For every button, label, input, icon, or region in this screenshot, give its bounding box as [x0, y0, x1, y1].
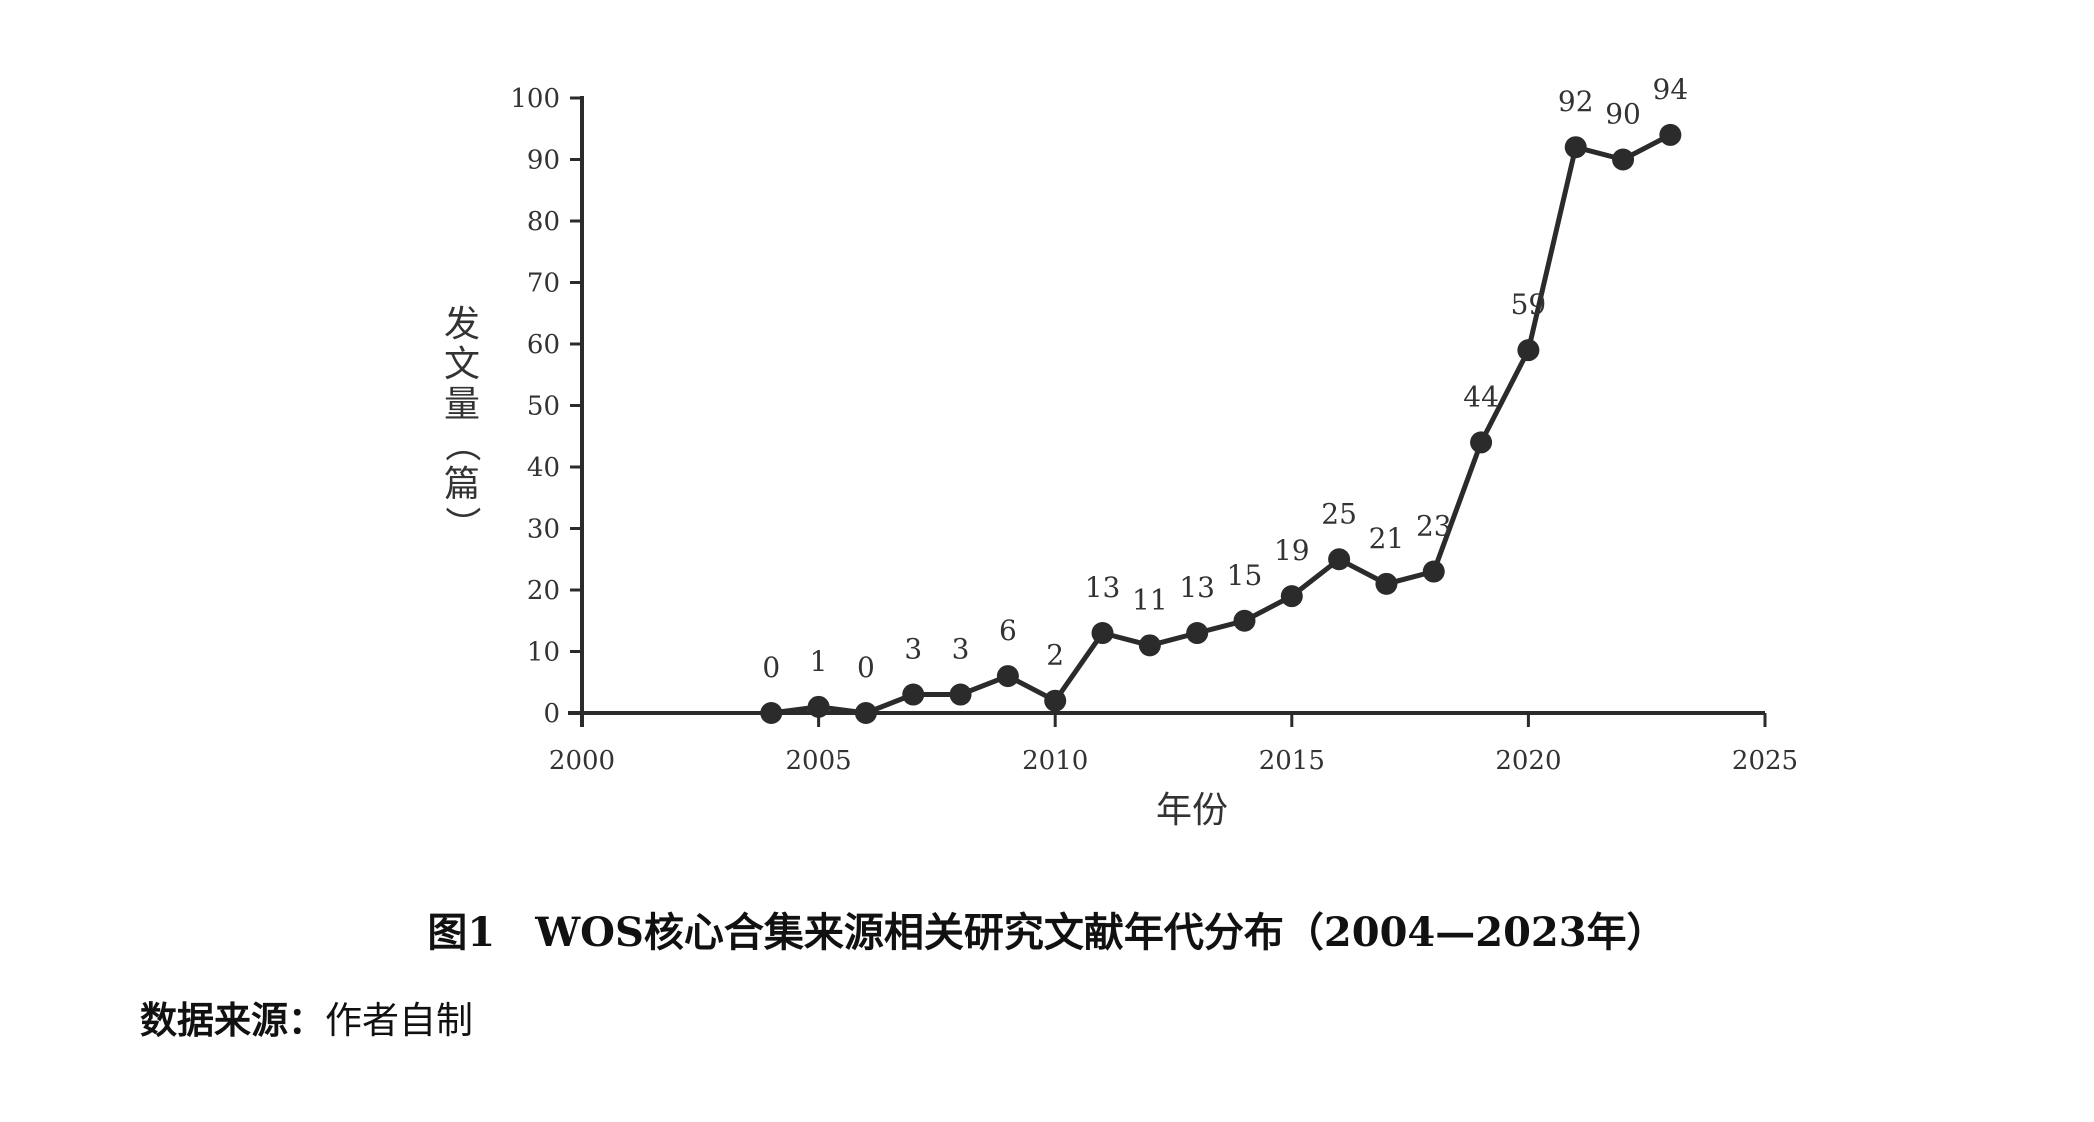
data-point [1612, 148, 1635, 171]
data-label: 25 [1321, 497, 1357, 530]
y-tick-label: 80 [527, 207, 560, 237]
data-point [1470, 431, 1493, 454]
y-axis-title-char: 文 [444, 344, 480, 385]
data-label: 2 [1046, 639, 1064, 672]
data-point [854, 702, 877, 724]
x-tick-label: 2020 [1495, 746, 1561, 776]
data-source-note: 数据来源：作者自制 [140, 990, 473, 1044]
y-tick-label: 10 [527, 638, 560, 668]
data-label: 6 [999, 614, 1017, 647]
data-point [1138, 634, 1161, 657]
source-label: 数据来源： [140, 999, 325, 1042]
data-label: 15 [1227, 559, 1263, 592]
x-axis-title: 年份 [1156, 790, 1228, 831]
data-label: 23 [1416, 510, 1452, 543]
y-tick-label: 0 [543, 699, 560, 729]
data-label: 3 [952, 633, 970, 666]
data-point [996, 665, 1019, 688]
data-point [1280, 585, 1303, 608]
y-axis-title-char: 量 [444, 384, 480, 425]
data-point [1044, 689, 1067, 712]
y-tick-label: 50 [527, 392, 560, 422]
y-tick-label: 100 [510, 84, 560, 114]
data-point [1186, 622, 1209, 645]
y-tick-label: 60 [527, 330, 560, 360]
data-label: 59 [1511, 288, 1547, 321]
y-tick-label: 90 [527, 146, 560, 176]
data-label: 90 [1605, 98, 1641, 131]
data-point [902, 683, 925, 706]
y-axis-title-char: ） [441, 506, 482, 542]
y-axis-title-char: 篇 [444, 464, 480, 505]
data-label: 3 [904, 633, 922, 666]
data-label: 21 [1369, 522, 1405, 555]
data-label: 92 [1558, 85, 1594, 118]
data-label: 1 [810, 645, 828, 678]
data-label: 13 [1179, 571, 1215, 604]
data-point [1659, 123, 1682, 146]
data-point [1564, 136, 1587, 159]
data-point [1091, 622, 1114, 645]
data-label: 94 [1653, 73, 1689, 106]
data-label: 0 [857, 651, 875, 684]
y-tick-label: 20 [527, 576, 560, 606]
data-label: 0 [762, 651, 780, 684]
data-point [949, 683, 972, 706]
y-axis-title-char: （ [441, 426, 482, 462]
data-point [760, 702, 783, 724]
series-line [770, 132, 1672, 716]
y-axis-title-char: 发 [444, 304, 480, 345]
y-tick-label: 40 [527, 453, 560, 483]
source-text: 作者自制 [325, 999, 473, 1042]
y-tick-label: 70 [527, 269, 560, 299]
data-point [807, 695, 830, 718]
data-label: 19 [1274, 534, 1310, 567]
data-label: 11 [1132, 583, 1168, 616]
axes [568, 96, 1765, 727]
x-tick-label: 2005 [786, 746, 852, 776]
figure-caption: 图1 WOS核心合集来源相关研究文献年代分布（2004—2023年） [427, 909, 1667, 956]
y-tick-label: 30 [527, 515, 560, 545]
series [760, 123, 1682, 724]
x-tick-label: 2000 [549, 746, 615, 776]
data-label: 13 [1085, 571, 1121, 604]
x-tick-label: 2010 [1022, 746, 1088, 776]
x-tick-label: 2015 [1259, 746, 1325, 776]
data-point [1328, 548, 1351, 571]
x-tick-label: 2025 [1732, 746, 1798, 776]
data-point [1375, 572, 1398, 595]
data-point [1517, 339, 1540, 362]
data-point [1422, 560, 1445, 583]
y-axis-title: 发文量（篇） [441, 304, 482, 542]
data-point [1233, 609, 1256, 632]
data-label: 44 [1463, 380, 1499, 413]
